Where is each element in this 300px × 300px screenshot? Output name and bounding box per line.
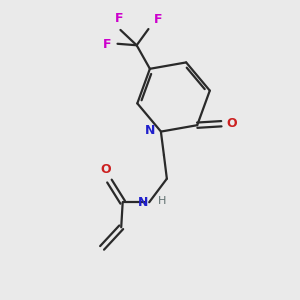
- Text: F: F: [153, 13, 162, 26]
- Text: N: N: [138, 196, 148, 209]
- Text: H: H: [158, 196, 166, 206]
- Text: O: O: [100, 163, 111, 176]
- Text: N: N: [145, 124, 156, 137]
- Text: F: F: [115, 12, 123, 25]
- Text: F: F: [103, 38, 112, 51]
- Text: O: O: [227, 117, 237, 130]
